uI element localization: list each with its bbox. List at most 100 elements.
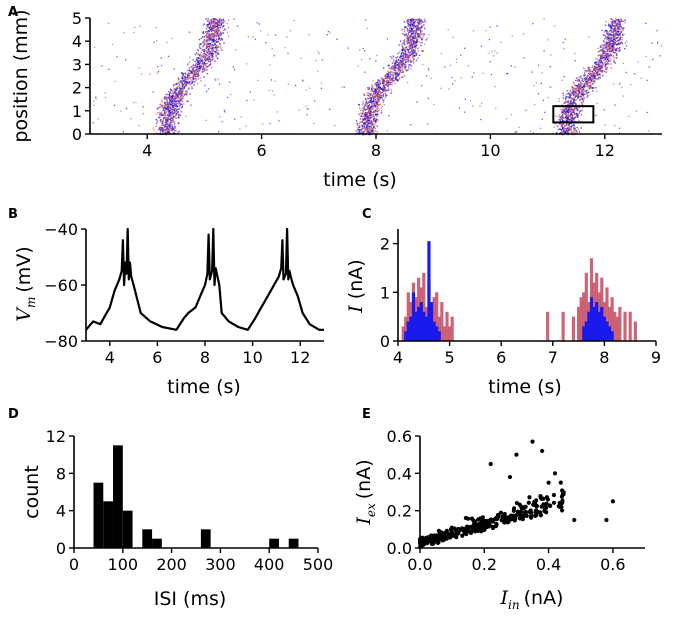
spike-dot xyxy=(373,100,376,102)
spike-dot xyxy=(393,79,395,82)
spike-dot xyxy=(182,95,185,97)
spike-dot xyxy=(599,58,602,61)
spike-dot xyxy=(564,98,567,101)
spike-dot xyxy=(203,48,205,51)
spike-dot xyxy=(618,24,620,26)
spike-dot xyxy=(208,65,210,68)
spike-dot xyxy=(215,55,217,57)
spike-dot xyxy=(421,21,423,23)
spike-dot xyxy=(356,122,358,125)
spike-dot xyxy=(563,48,565,50)
spike-dot xyxy=(606,54,609,57)
y-tick-label: 3 xyxy=(72,55,82,74)
scatter-point xyxy=(551,492,556,498)
spike-dot xyxy=(618,50,621,52)
spike-dot xyxy=(173,95,175,98)
spike-dot xyxy=(167,122,169,124)
spike-dot xyxy=(392,59,395,61)
panel-a-ylabel: position (mm) xyxy=(10,9,32,142)
spike-dot xyxy=(176,93,178,95)
spike-dot xyxy=(590,86,592,88)
spike-dot xyxy=(257,79,259,82)
spike-dot xyxy=(375,60,377,62)
spike-dot xyxy=(166,104,168,107)
spike-dot xyxy=(571,113,573,116)
spike-dot xyxy=(202,62,204,65)
spike-dot xyxy=(386,80,389,83)
spike-dot xyxy=(168,103,171,105)
spike-dot xyxy=(226,23,228,25)
spike-dot xyxy=(619,48,621,51)
spike-dot xyxy=(173,102,175,105)
spike-dot xyxy=(569,108,571,111)
scatter-point xyxy=(517,512,522,517)
spike-dot xyxy=(176,95,178,98)
spike-dot xyxy=(417,29,419,32)
spike-dot xyxy=(404,26,406,28)
scatter-point xyxy=(544,501,549,506)
spike-dot xyxy=(169,94,171,97)
spike-dot xyxy=(591,70,593,73)
spike-dot xyxy=(215,49,217,51)
spike-dot xyxy=(386,38,389,40)
spike-dot xyxy=(219,20,221,22)
spike-dot xyxy=(578,86,580,88)
spike-dot xyxy=(399,40,402,42)
spike-dot xyxy=(614,27,616,29)
spike-dot xyxy=(615,54,618,57)
spike-dot xyxy=(383,88,386,91)
spike-dot xyxy=(341,86,343,88)
spike-dot xyxy=(256,22,258,24)
spike-dot xyxy=(580,127,583,129)
spike-dot xyxy=(518,126,520,128)
spike-dot xyxy=(575,106,578,109)
spike-dot xyxy=(213,47,215,49)
spike-dot xyxy=(577,114,579,117)
spike-dot xyxy=(221,121,223,123)
spike-dot xyxy=(601,43,603,46)
spike-dot xyxy=(411,36,414,39)
inhibitory-bar xyxy=(600,306,604,341)
spike-dot xyxy=(199,59,202,61)
spike-dot xyxy=(596,102,598,104)
spike-dot xyxy=(573,93,576,95)
spike-dot xyxy=(606,42,609,44)
spike-dot xyxy=(180,81,183,83)
spike-dot xyxy=(157,70,160,73)
spike-dot xyxy=(573,109,576,112)
spike-dot xyxy=(645,55,647,58)
spike-dot xyxy=(409,39,411,42)
spike-dot xyxy=(186,81,188,84)
spike-dot xyxy=(418,36,420,39)
spike-dot xyxy=(589,72,591,75)
spike-dot xyxy=(377,86,380,89)
spike-dot xyxy=(362,125,365,127)
spike-dot xyxy=(624,19,626,21)
spike-dot xyxy=(573,107,576,109)
spike-dot xyxy=(578,76,580,78)
spike-dot xyxy=(565,93,568,95)
spike-dot xyxy=(576,107,579,110)
spike-dot xyxy=(372,108,374,110)
spike-dot xyxy=(590,77,592,80)
spike-dot xyxy=(581,93,583,95)
spike-dot xyxy=(607,49,609,51)
spike-dot xyxy=(253,99,255,101)
spike-dot xyxy=(384,75,386,77)
spike-dot xyxy=(410,35,412,37)
spike-dot xyxy=(372,110,375,112)
spike-dot xyxy=(220,47,222,49)
spike-dot xyxy=(571,116,574,118)
spike-dot xyxy=(407,59,410,62)
spike-dot xyxy=(169,96,171,98)
spike-dot xyxy=(140,73,143,75)
spike-dot xyxy=(377,79,380,81)
spike-dot xyxy=(170,102,172,105)
spike-dot xyxy=(203,63,205,65)
spike-dot xyxy=(179,105,181,108)
spike-dot xyxy=(211,41,213,43)
excitatory-bar xyxy=(450,316,454,341)
excitatory-bar xyxy=(561,311,565,341)
spike-dot xyxy=(227,19,230,21)
spike-dot xyxy=(360,58,363,61)
